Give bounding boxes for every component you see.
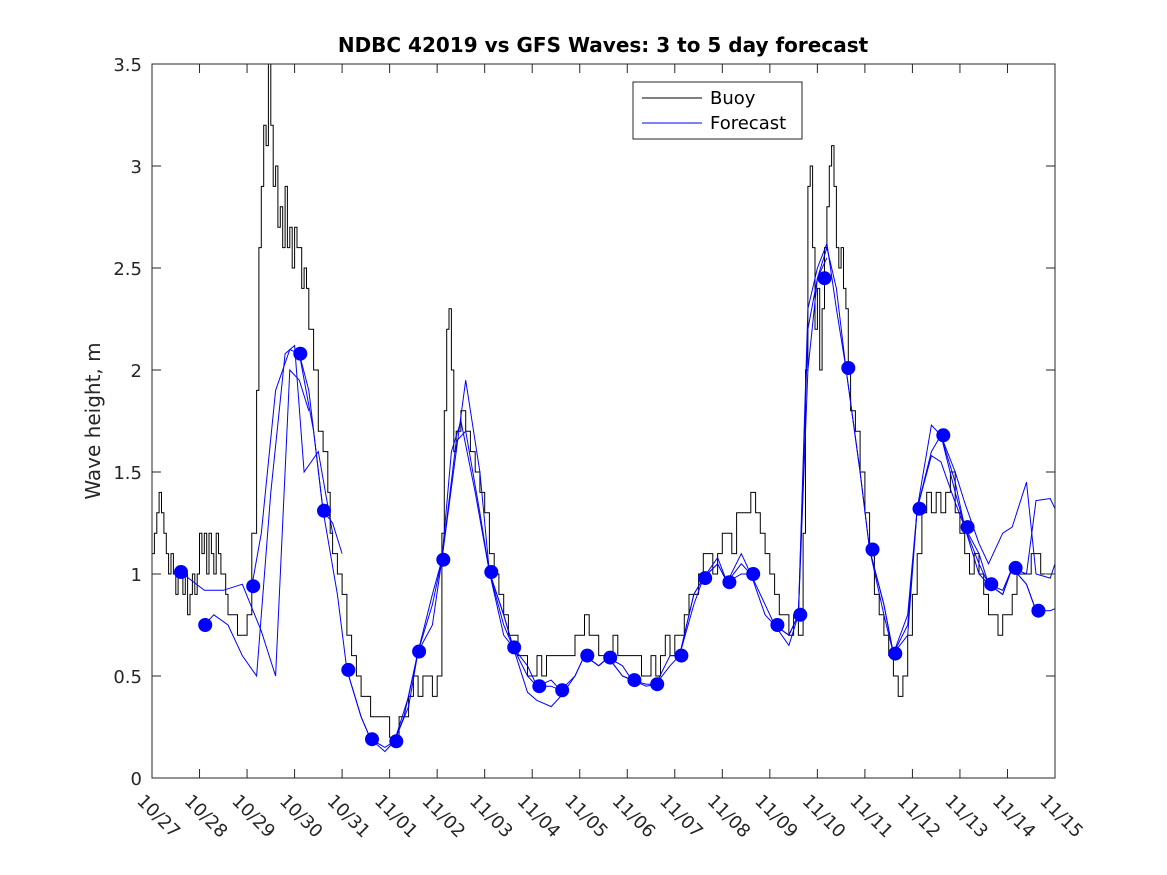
legend-box: [632, 81, 803, 140]
forecast-marker: [341, 662, 356, 677]
y-tick-label: 1: [131, 565, 142, 586]
forecast-marker: [1008, 560, 1023, 575]
forecast-marker: [627, 673, 642, 688]
forecast-line-1: [203, 344, 334, 678]
forecast-marker: [246, 579, 261, 594]
forecast-marker: [603, 650, 618, 665]
forecast-marker: [674, 648, 689, 663]
forecast-marker: [365, 732, 379, 747]
forecast-marker: [817, 271, 832, 286]
y-tick-label: 0: [131, 769, 142, 790]
forecast-marker: [412, 644, 427, 659]
forecast-marker: [722, 575, 737, 590]
forecast-line-4: [346, 420, 561, 753]
forecast-marker: [770, 618, 785, 632]
y-tick-label: 3.5: [113, 55, 142, 76]
forecast-line-0: [180, 368, 310, 677]
legend-label-forecast: Forecast: [710, 113, 786, 134]
series-layer: [152, 64, 1055, 753]
forecast-marker: [484, 565, 499, 579]
forecast-marker: [198, 618, 213, 632]
forecast-marker: [841, 361, 856, 375]
forecast-marker: [698, 571, 713, 586]
y-tick-label: 0.5: [113, 667, 142, 688]
forecast-marker: [389, 734, 404, 749]
forecast-marker: [650, 677, 665, 692]
forecast-marker: [507, 640, 522, 655]
forecast-marker: [555, 683, 570, 698]
forecast-marker: [912, 501, 927, 516]
forecast-marker: [936, 428, 951, 443]
forecast-marker: [293, 346, 308, 361]
forecast-marker: [436, 552, 451, 567]
forecast-marker: [888, 646, 903, 661]
forecast-marker: [532, 679, 547, 694]
forecast-marker: [984, 577, 999, 592]
forecast-marker: [317, 503, 331, 518]
chart-title: NDBC 42019 vs GFS Waves: 3 to 5 day fore…: [338, 33, 869, 57]
forecast-marker: [174, 565, 188, 579]
forecast-marker: [746, 567, 761, 581]
buoy-line: [152, 64, 1046, 738]
y-tick-label: 2.5: [113, 259, 142, 280]
forecast-marker: [1031, 603, 1046, 618]
forecast-line-12: [940, 435, 1055, 579]
legend-label-buoy: Buoy: [710, 88, 756, 109]
forecast-marker: [865, 542, 880, 557]
y-axis-label: Wave height, m: [81, 342, 105, 499]
y-tick-label: 1.5: [113, 463, 142, 484]
forecast-marker: [793, 607, 808, 622]
y-tick-label: 3: [131, 157, 142, 178]
axes-frame: [151, 63, 1056, 779]
y-tick-label: 2: [131, 361, 142, 382]
legend: Buoy Forecast: [632, 81, 803, 140]
forecast-marker: [960, 520, 975, 535]
forecast-marker: [580, 648, 595, 663]
